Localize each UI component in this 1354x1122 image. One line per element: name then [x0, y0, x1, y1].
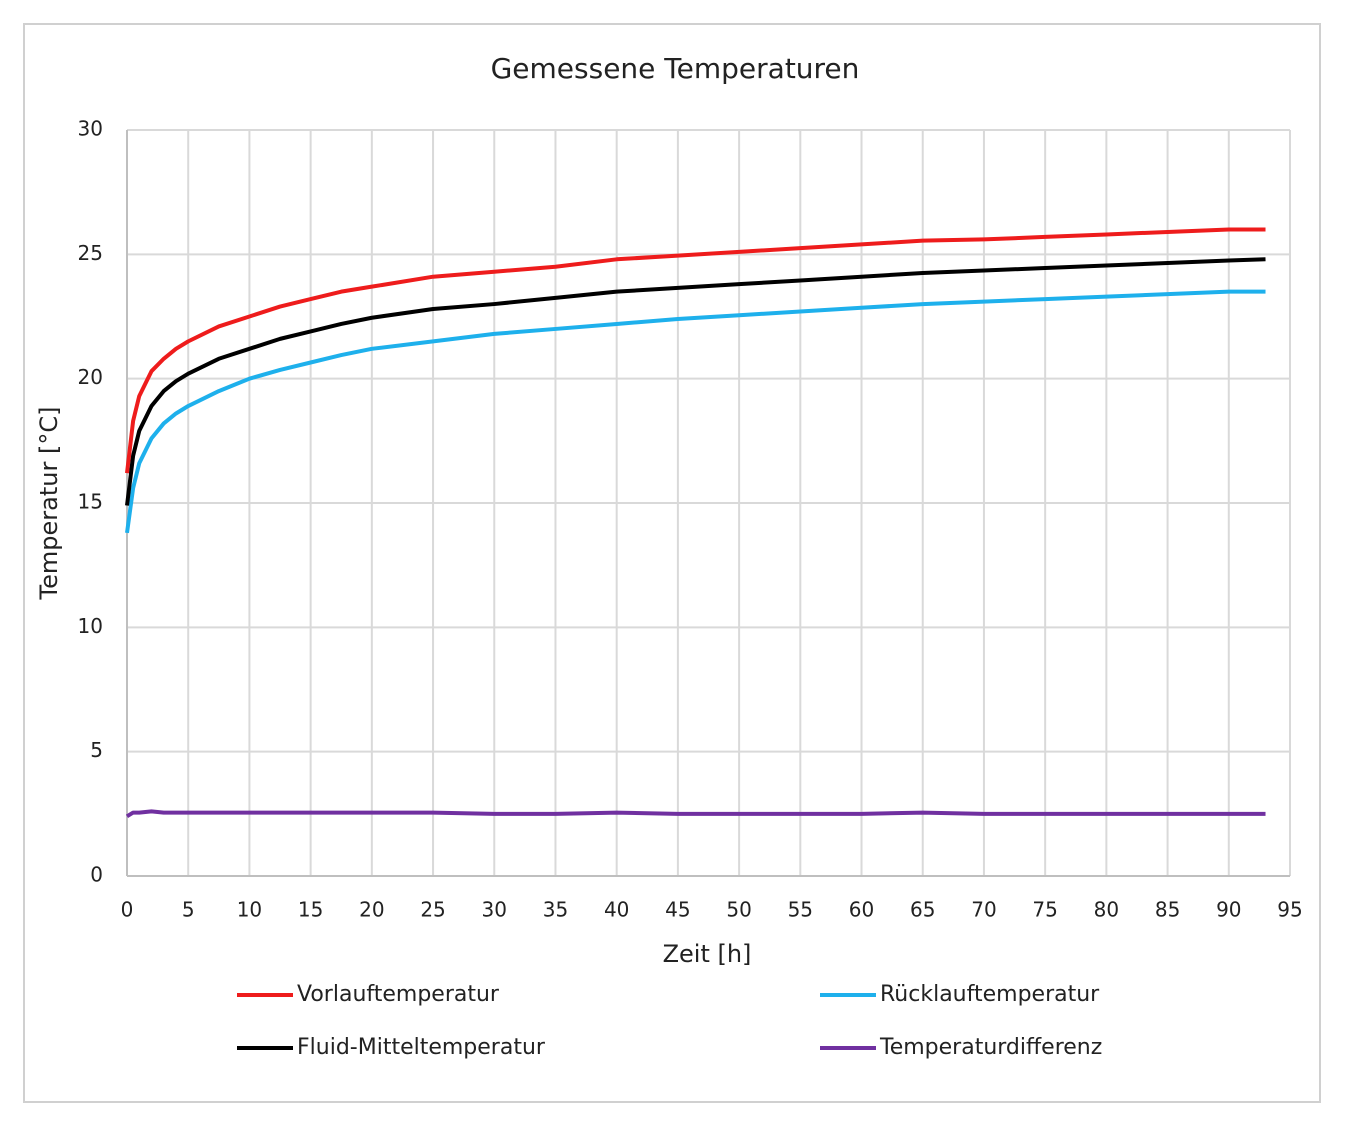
- x-tick-label: 30: [482, 898, 507, 922]
- y-tick-label: 0: [90, 863, 103, 887]
- x-tick-label: 60: [849, 898, 874, 922]
- x-tick-label: 75: [1032, 898, 1057, 922]
- chart-frame: [23, 23, 1321, 1103]
- series-line: [125, 227, 1266, 474]
- x-tick-label: 40: [604, 898, 629, 922]
- chart-title: Gemessene Temperaturen: [491, 52, 860, 85]
- series-line: [125, 289, 1266, 534]
- x-tick-label: 0: [121, 898, 134, 922]
- legend-label: Vorlauftemperatur: [297, 982, 500, 1007]
- x-tick-label: 25: [420, 898, 445, 922]
- series-line: [125, 257, 1266, 506]
- x-tick-label: 35: [543, 898, 568, 922]
- y-tick-label: 15: [78, 490, 103, 514]
- x-tick-label: 5: [182, 898, 195, 922]
- x-tick-label: 80: [1094, 898, 1119, 922]
- x-tick-label: 65: [910, 898, 935, 922]
- y-tick-label: 30: [78, 117, 103, 141]
- legend-label: Fluid-Mitteltemperatur: [297, 1035, 546, 1060]
- x-tick-label: 90: [1216, 898, 1241, 922]
- y-tick-label: 10: [78, 614, 103, 638]
- x-tick-label: 95: [1277, 898, 1302, 922]
- x-axis-label: Zeit [h]: [663, 940, 752, 968]
- x-tick-label: 85: [1155, 898, 1180, 922]
- x-tick-label: 45: [665, 898, 690, 922]
- series-line: [125, 809, 1266, 819]
- y-tick-label: 25: [78, 241, 103, 265]
- y-axis-label: Temperatur [°C]: [35, 407, 63, 601]
- x-tick-label: 15: [298, 898, 323, 922]
- legend-label: Temperaturdifferenz: [879, 1035, 1102, 1060]
- y-tick-label: 20: [78, 365, 103, 389]
- x-tick-label: 20: [359, 898, 384, 922]
- legend-label: Rücklauftemperatur: [880, 982, 1100, 1007]
- y-tick-label: 5: [90, 738, 103, 762]
- x-tick-label: 55: [788, 898, 813, 922]
- x-tick-label: 70: [971, 898, 996, 922]
- x-tick-label: 10: [237, 898, 262, 922]
- x-tick-label: 50: [726, 898, 751, 922]
